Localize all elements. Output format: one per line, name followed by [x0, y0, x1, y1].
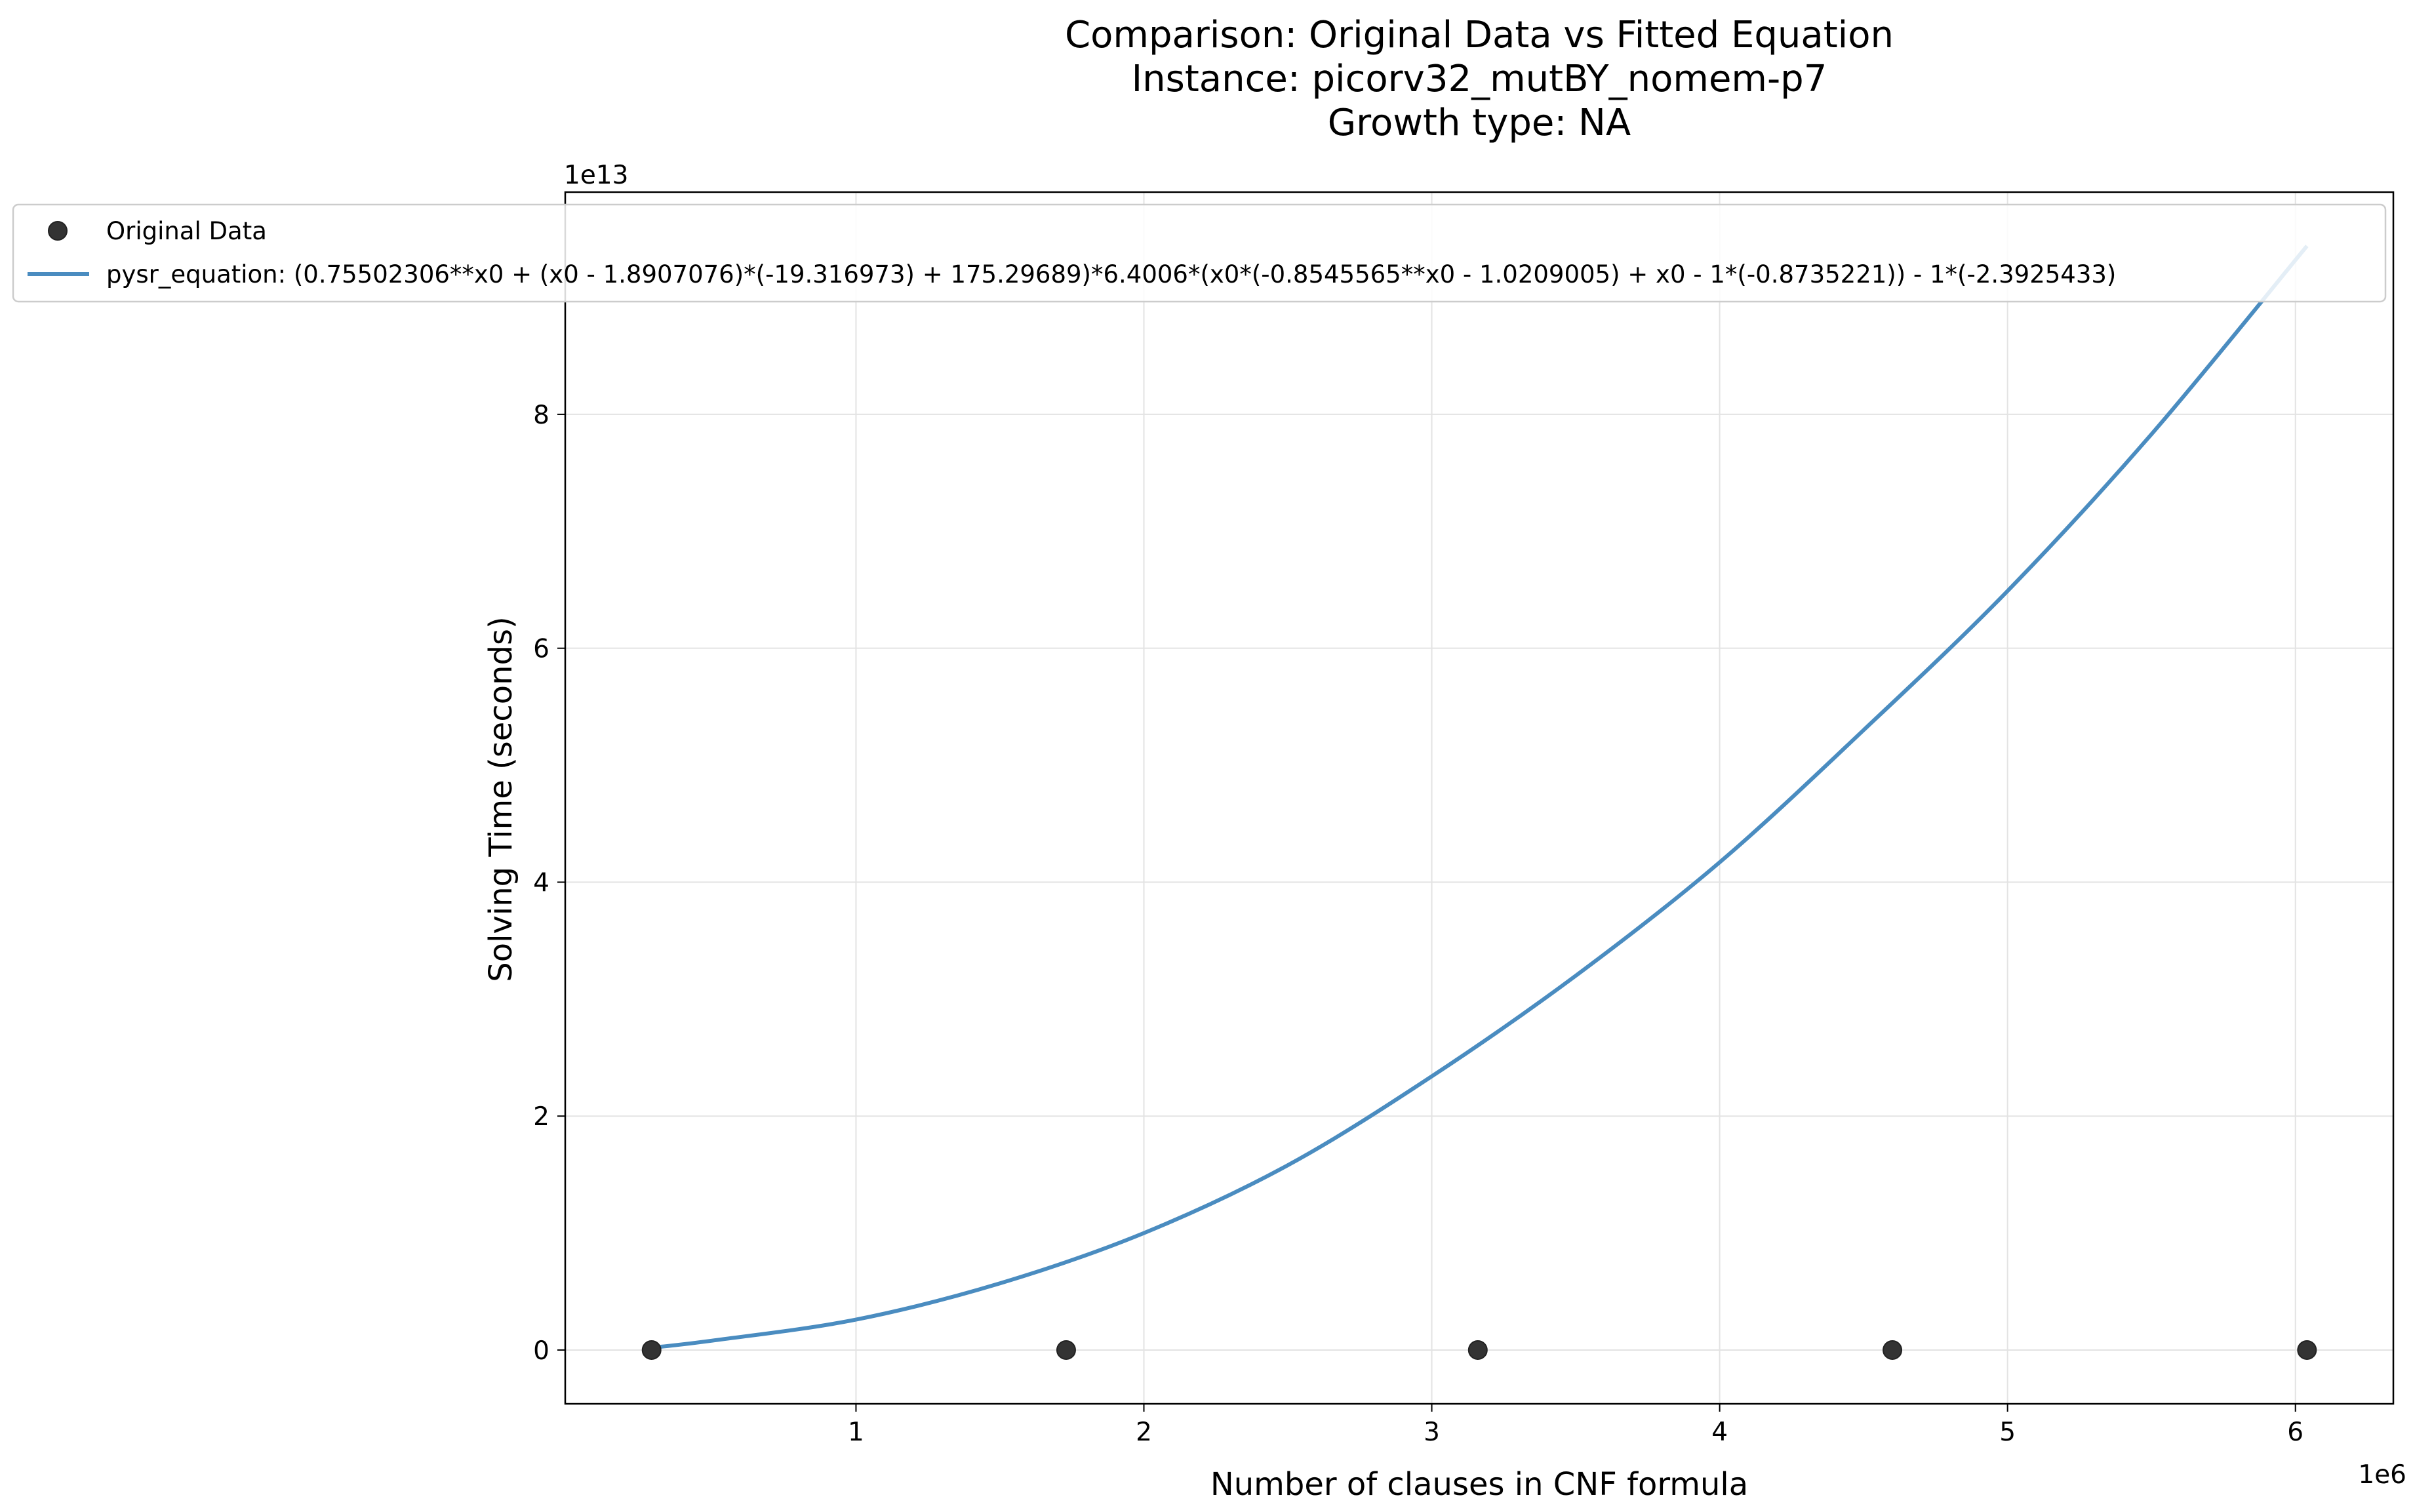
x-tick-label: 3	[1424, 1418, 1440, 1447]
legend: Original Data pysr_equation: (0.75502306…	[12, 203, 2387, 303]
original-data-point	[2297, 1340, 2317, 1360]
x-tick-label: 6	[2287, 1418, 2303, 1447]
x-tick-label: 1	[848, 1418, 864, 1447]
x-tick-label: 5	[1999, 1418, 2016, 1447]
plot-frame	[564, 191, 2395, 1405]
y-tick-label: 0	[533, 1336, 549, 1366]
original-data-point	[1883, 1340, 1903, 1360]
x-tick-label: 4	[1711, 1418, 1728, 1447]
x-axis-ticks: 1 2 3 4 5 6	[848, 1404, 2303, 1447]
y-tick-label: 8	[533, 401, 549, 430]
original-data-point	[641, 1340, 662, 1360]
x-axis-label: Number of clauses in CNF formula	[1210, 1466, 1748, 1503]
y-axis-ticks: 0 2 4 6 8	[533, 401, 565, 1366]
y-tick-label: 4	[533, 868, 549, 898]
chart-title-line-2: Instance: picorv32_mutBY_nomem-p7	[1132, 58, 1827, 100]
legend-marker-original-data	[48, 221, 68, 241]
legend-label-original-data: Original Data	[106, 217, 267, 245]
plot-series	[641, 245, 2317, 1360]
y-tick-label: 6	[533, 635, 549, 664]
chart-title-line-1: Comparison: Original Data vs Fitted Equa…	[1065, 14, 1894, 56]
x-axis-offset-label: 1e6	[2358, 1460, 2406, 1490]
original-data-point	[1467, 1340, 1488, 1360]
original-data-point	[1056, 1340, 1076, 1360]
legend-box	[12, 203, 2387, 303]
y-tick-label: 2	[533, 1102, 549, 1132]
y-axis-label: Solving Time (seconds)	[483, 616, 519, 982]
pysr-equation-line	[651, 245, 2309, 1350]
x-tick-label: 2	[1136, 1418, 1152, 1447]
legend-label-pysr-equation: pysr_equation: (0.75502306**x0 + (x0 - 1…	[106, 260, 2116, 288]
chart-title-line-3: Growth type: NA	[1328, 102, 1631, 144]
y-axis-offset-label: 1e13	[564, 161, 628, 190]
grid	[565, 192, 2393, 1404]
